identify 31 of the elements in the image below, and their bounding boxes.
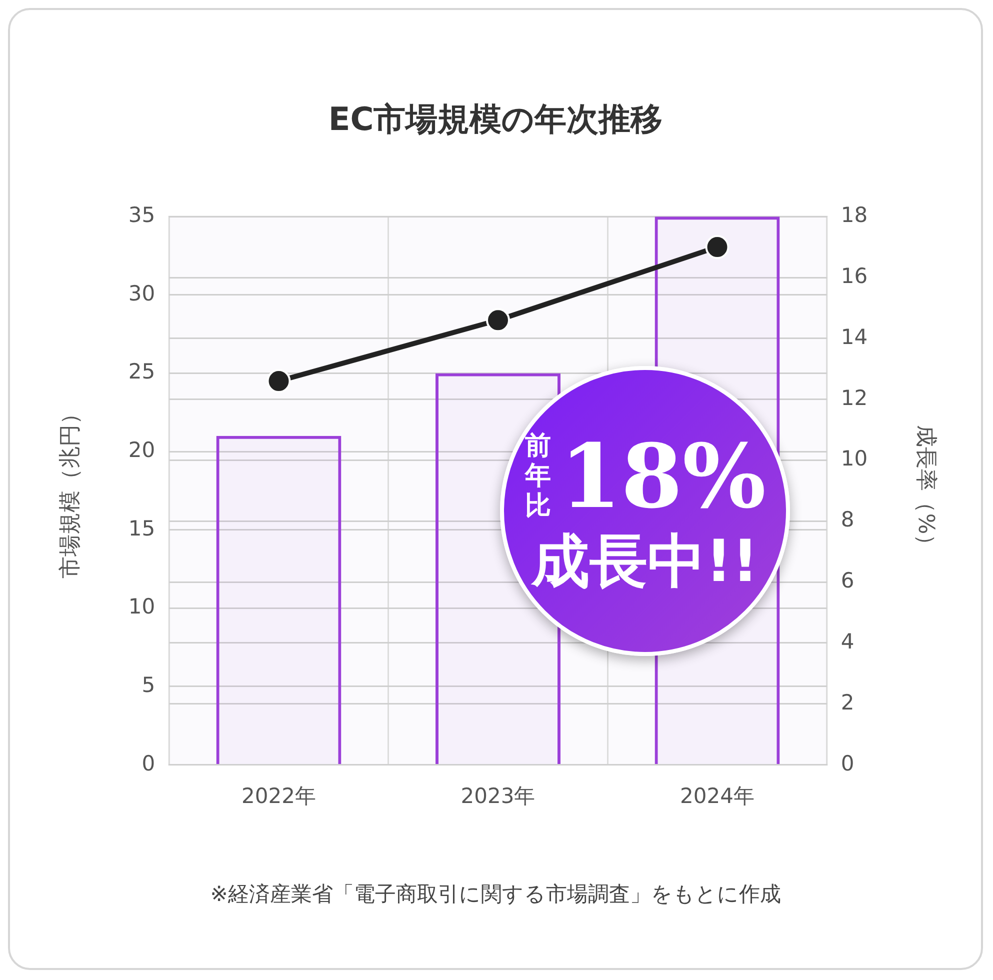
x-tick-label: 2022年 <box>242 784 316 808</box>
point <box>486 308 510 332</box>
y-tick-label: 20 <box>128 438 156 462</box>
y2-tick-label: 12 <box>840 386 868 410</box>
y2-tick-label: 0 <box>840 751 854 776</box>
y-tick-label: 0 <box>142 751 156 776</box>
y-axis-title: 市場規模（兆円） <box>58 402 83 579</box>
y2-tick-label: 18 <box>840 203 868 228</box>
y2-tick-label: 14 <box>840 324 868 349</box>
x-tick-label: 2023年 <box>460 784 536 808</box>
point <box>705 235 730 260</box>
y2-tick-label: 10 <box>840 446 868 471</box>
chart-title: EC市場規模の年次推移 <box>327 99 664 140</box>
y2-axis-title: 成長率（%） <box>913 425 938 556</box>
x-tick-label: 2024年 <box>680 784 754 808</box>
y-tick-label: 30 <box>128 281 156 306</box>
y-tick-label: 10 <box>128 594 156 619</box>
annotation: 前年比 <box>524 431 552 521</box>
bar <box>216 436 342 764</box>
y2-tick-label: 8 <box>840 508 854 532</box>
y-tick-label: 35 <box>128 203 156 228</box>
y2-tick-label: 16 <box>840 264 868 288</box>
y2-tick-label: 4 <box>840 629 854 654</box>
text: ※経済産業省「電子商取引に関する市場調査」をもとに作成 <box>209 881 782 908</box>
annotation: 成長中!! <box>532 526 758 596</box>
y2-tick-label: 6 <box>840 568 854 593</box>
annotation: 18% <box>560 424 766 528</box>
y-tick-label: 5 <box>142 672 156 697</box>
y2-tick-label: 2 <box>840 690 854 714</box>
y-tick-label: 25 <box>128 360 156 384</box>
y-tick-label: 15 <box>128 516 156 540</box>
